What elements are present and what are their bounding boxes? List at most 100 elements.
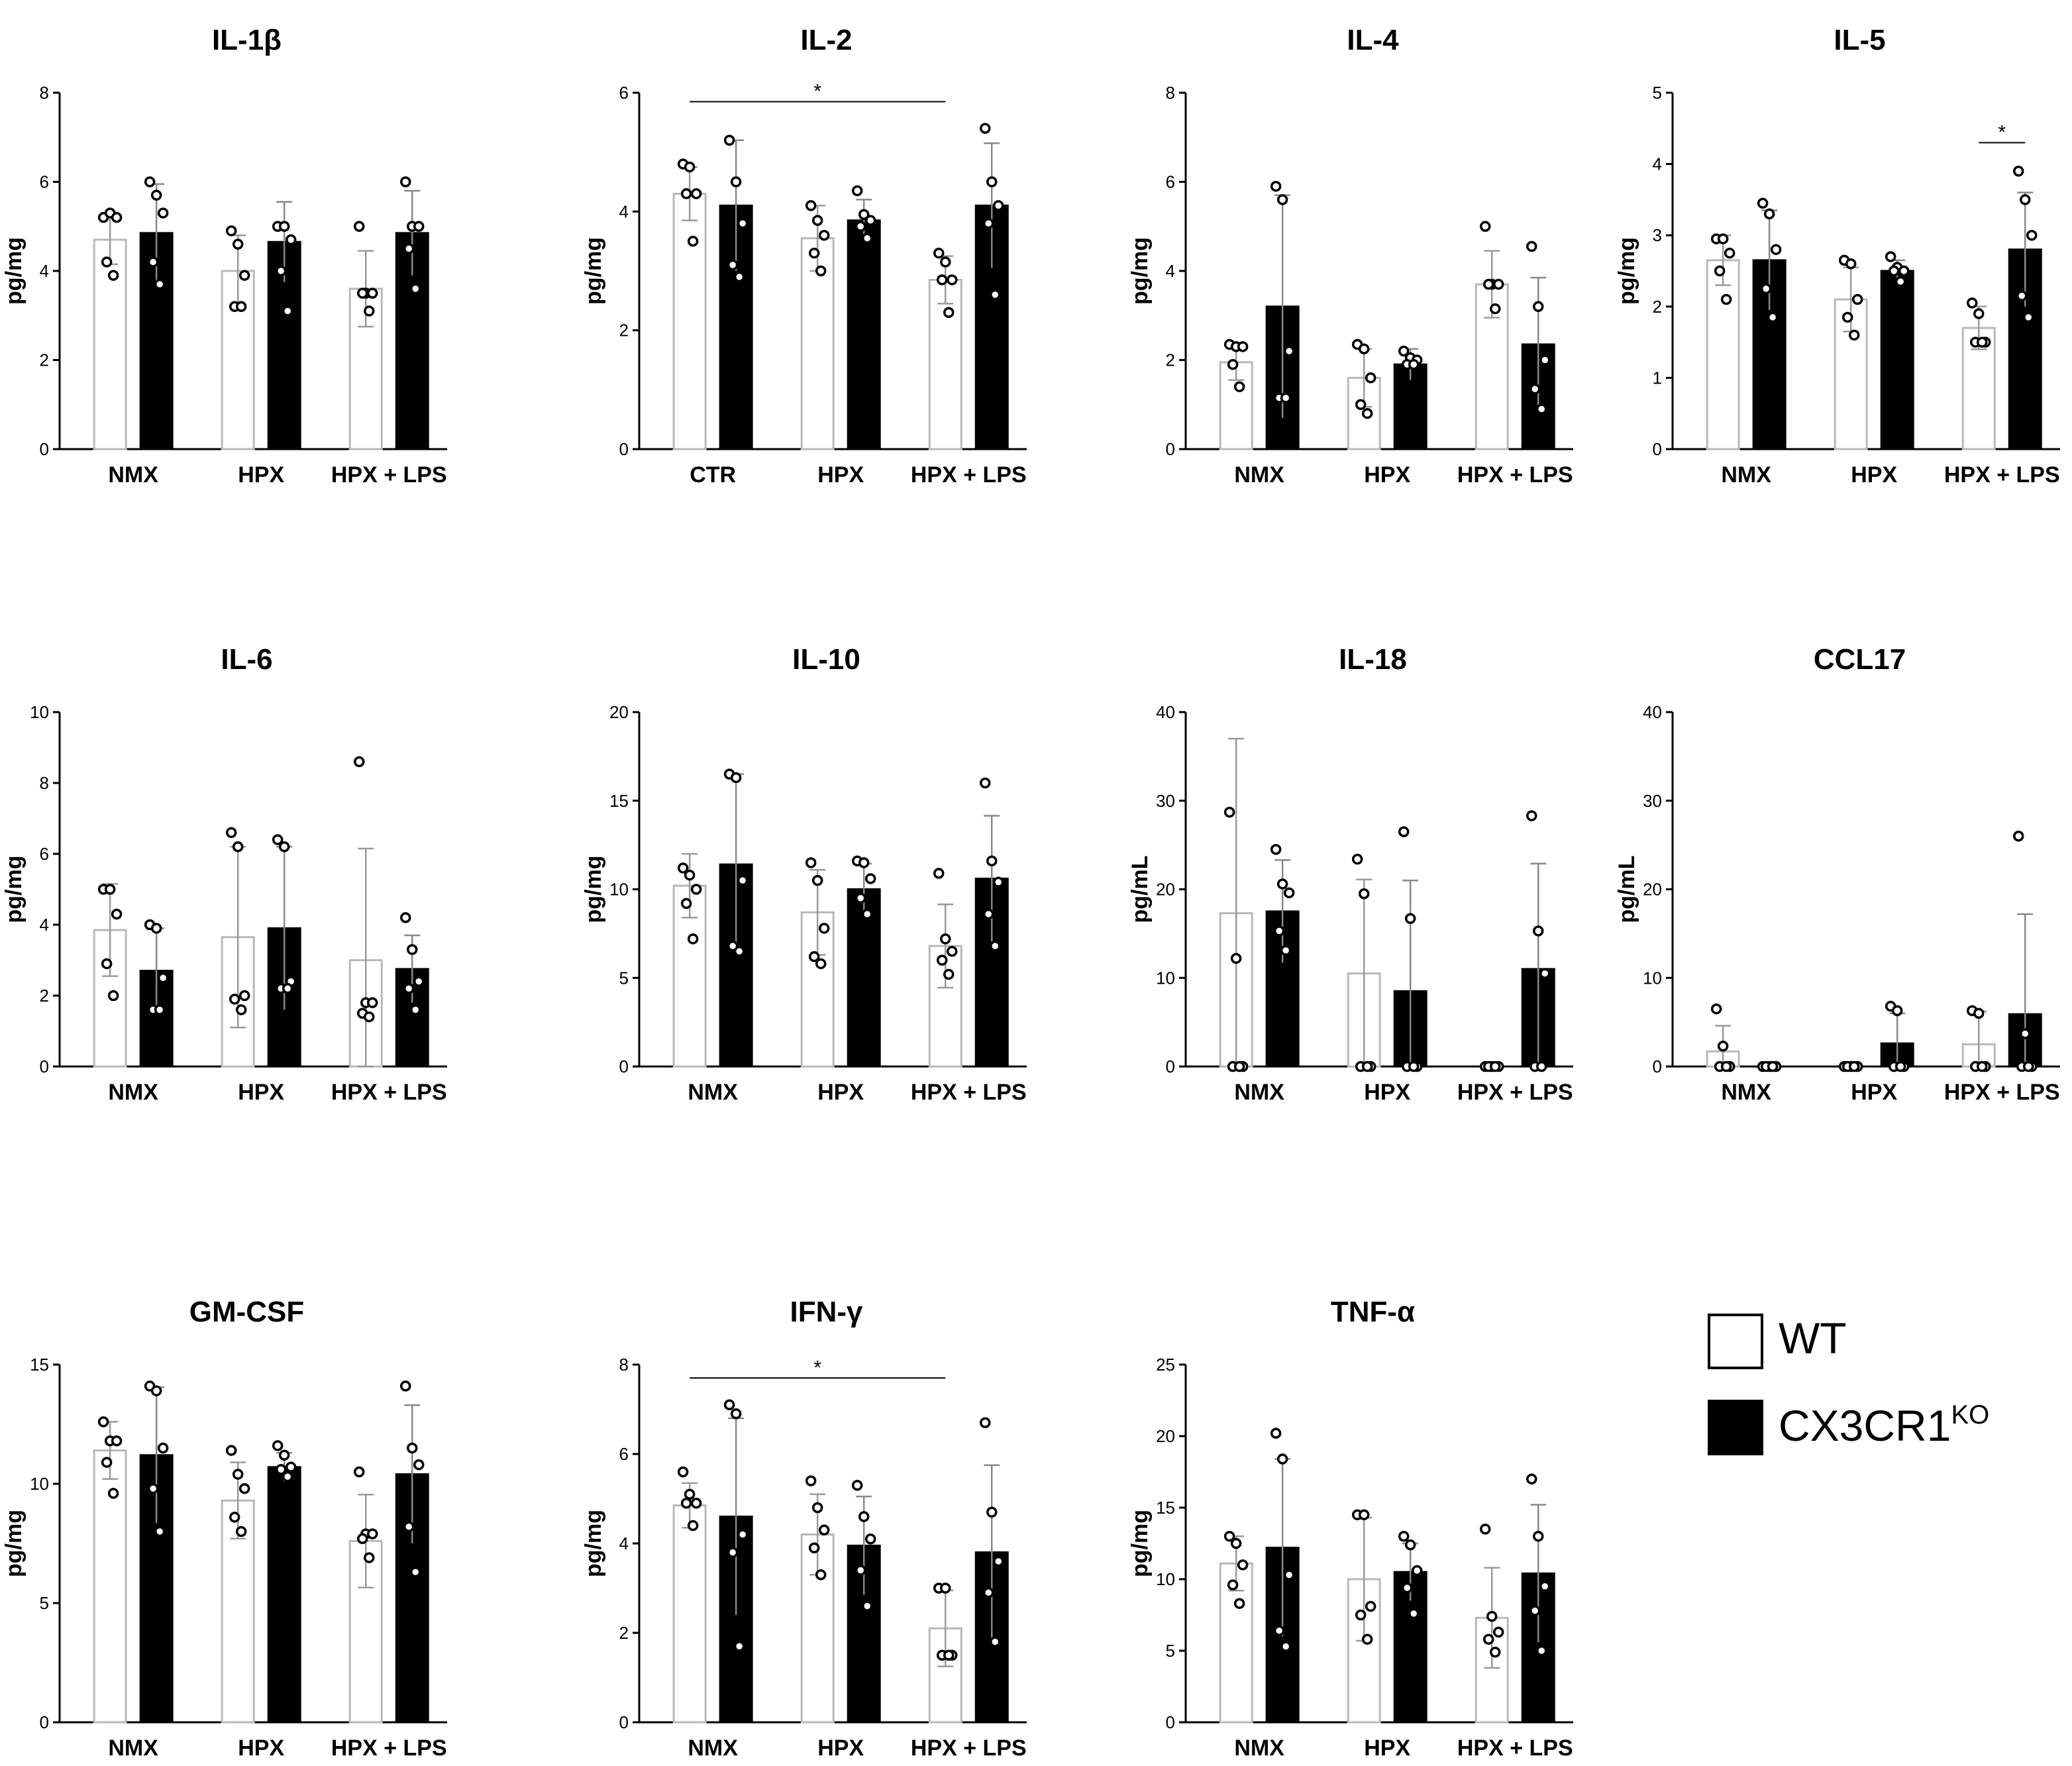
chart-il-10-point-ko [864,873,876,884]
chart-il-2-point-wt [805,200,817,211]
chart-il-6-point-ko [400,912,411,923]
chart-il-1-point-ko [275,265,287,277]
chart-il-5-point-wt [1724,247,1735,259]
chart-il-18-point-ko [1526,810,1537,821]
chart-ifn-point-ko [990,1636,1001,1647]
chart-il-4-point-wt [1365,372,1376,384]
chart-ccl17-category-label: HPX [1851,1080,1897,1105]
chart-gm-csf-point-ko [157,1442,169,1454]
chart-gm-csf-ytick-label: 10 [30,1474,49,1494]
chart-il-5-significance-label: * [1998,121,2006,143]
chart-gm-csf-point-ko [407,1442,418,1454]
chart-il-6-point-ko [410,1004,421,1015]
chart-ifn-point-wt [815,1569,827,1581]
chart-il-5-point-ko [1770,244,1782,255]
chart-il-5-ytick-label: 1 [1653,368,1662,388]
chart-il-10-point-wt [818,923,830,934]
chart-ifn-point-wt [684,1488,696,1500]
chart-il-4-point-ko [1529,383,1541,395]
chart-il-4-category-label: HPX [1364,462,1410,488]
chart-tnf-point-ko [1533,1530,1544,1542]
chart-il-1-point-wt [225,225,237,236]
chart-il-4-point-wt [1233,381,1245,393]
chart-il-10-point-wt [690,884,702,895]
chart-gm-csf-point-ko [410,1566,421,1578]
chart-tnf-point-ko [1408,1608,1420,1620]
chart-il-2-point-wt [940,256,951,268]
chart-il-6-point-wt [107,990,119,1002]
chart-il-18: IL-18 0 10 20 30 40 pg/mL NMX HPX HPX + LPS [1127,643,1573,1105]
chart-il-18-point-wt [1223,806,1235,818]
chart-il-6-point-ko [278,841,290,853]
chart-ccl17-point-wt [1973,1008,1985,1019]
chart-il-5-point-wt [1845,258,1857,270]
chart-ifn-point-wt [677,1466,689,1478]
chart-il-18-point-ko [1539,968,1551,979]
chart-il-2-point-wt [690,188,702,199]
chart-il-6-ytick-label: 4 [40,915,49,935]
chart-il-5-point-wt [1977,337,1988,348]
chart-il-2-point-ko [983,218,994,229]
chart-il-10-point-wt [947,945,958,957]
chart-tnf-category-label: HPX [1364,1736,1410,1761]
chart-il-4-point-ko [1536,403,1547,415]
chart-il-5-point-ko [1898,265,1910,277]
chart-il-5-point-ko [2026,229,2038,241]
chart-tnf-point-ko [1411,1565,1423,1577]
chart-tnf-point-wt [1361,1634,1373,1645]
chart-ifn-ytick-label: 2 [619,1623,629,1643]
chart-il-5-point-wt [1851,293,1863,305]
chart-il-18-point-wt [1351,853,1363,865]
chart-gm-csf-point-ko [147,1482,159,1494]
chart-tnf-ylabel: pg/mg [1127,1510,1153,1577]
chart-il-2-point-ko [730,176,742,187]
chart-il-2-bar-wt-ctr [672,192,707,450]
chart-il-2-point-wt [811,215,823,227]
chart-ifn-point-ko [730,1408,742,1420]
chart-il-6-point-wt [104,884,116,895]
chart-il-4-point-wt [1490,303,1501,315]
chart-ifn-point-wt [808,1542,820,1553]
chart-il-2-point-wt [684,161,696,173]
chart-tnf-point-wt [1480,1524,1491,1535]
chart-gm-csf-category-label: HPX + LPS [331,1736,447,1761]
chart-gm-csf: GM-CSF 0 5 10 15 pg/mg NMX HPX HPX + LPS [1,1296,447,1761]
chart-ccl17: CCL17 0 10 20 30 40 pg/mL NMX HPX HPX + LPS [1614,643,2060,1105]
chart-gm-csf-point-wt [364,1552,375,1563]
chart-il-10-point-ko [737,874,749,886]
chart-il-2-point-ko [986,176,998,187]
chart-il-2-significance-label: * [813,80,821,102]
chart-il-4-point-ko [1539,354,1551,366]
chart-il-6-ytick-label: 2 [40,986,49,1006]
chart-il-5-point-ko [1894,276,1906,287]
chart-il-4-point-ko [1526,240,1537,252]
chart-il-2-point-wt [933,247,945,259]
chart-il-6-point-ko [413,976,425,987]
chart-il-6-point-wt [367,997,378,1008]
chart-il-6-ytick-label: 10 [30,702,49,722]
chart-il-1-ytick-label: 2 [40,350,49,370]
chart-ifn-point-wt [811,1502,823,1514]
chart-ccl17-point-wt [1720,1061,1732,1072]
chart-il-1-category-label: HPX [238,462,284,488]
chart-tnf-point-ko [1526,1473,1537,1485]
chart-tnf-point-wt [1223,1530,1235,1542]
chart-il-18-ytick-label: 40 [1156,702,1175,722]
chart-il-10-point-ko [986,855,998,866]
chart-tnf-point-ko [1270,1428,1282,1439]
chart-tnf-point-wt [1237,1559,1249,1571]
chart-il-2-point-ko [727,259,739,271]
chart-il-4-point-wt [1358,343,1370,354]
chart-gm-csf-title: GM-CSF [189,1296,305,1328]
chart-il-6-point-ko [272,834,284,845]
chart-il-10-ytick-label: 15 [609,791,629,811]
chart-gm-csf-category-label: HPX [238,1736,284,1761]
chart-il-2-point-wt [808,247,820,259]
chart-il-4-point-ko [1276,194,1288,205]
chart-il-18-point-ko [1283,887,1295,899]
chart-il-10-point-ko [983,908,994,920]
chart-ifn-point-ko [851,1480,863,1491]
chart-il-5-point-ko [1763,208,1775,220]
chart-il-10-point-ko [855,892,866,904]
